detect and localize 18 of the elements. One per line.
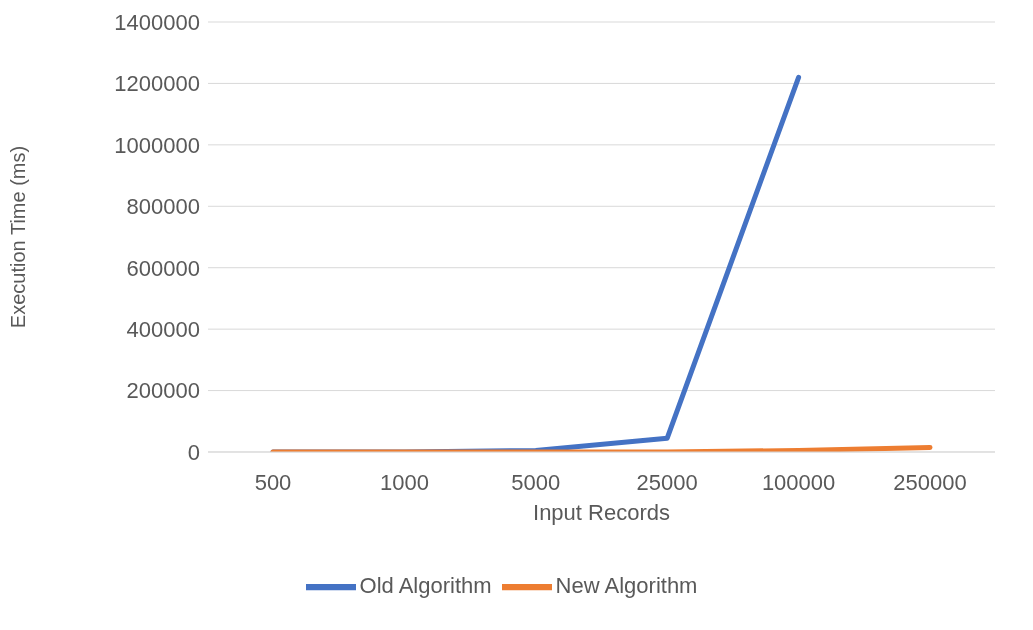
y-tick-label: 400000 [126, 316, 200, 342]
x-tick-label: 1000 [379, 469, 429, 495]
y-tick-label: 600000 [126, 255, 200, 281]
x-tick-label: 5000 [511, 469, 561, 495]
x-tick-label: 100000 [761, 469, 836, 495]
x-tick-label: 25000 [636, 469, 698, 495]
x-axis-title: Input Records [533, 500, 670, 525]
y-tick-label: 1400000 [114, 9, 200, 35]
y-tick-label: 1000000 [114, 132, 200, 158]
y-tick-label: 0 [187, 439, 200, 465]
x-tick-label: 500 [254, 469, 292, 495]
legend-label: Old Algorithm [359, 572, 492, 598]
y-tick-label: 800000 [126, 194, 200, 220]
x-tick-label: 250000 [893, 469, 967, 495]
y-tick-label: 200000 [126, 378, 200, 404]
y-axis-title: Execution Time (ms) [7, 145, 30, 329]
legend-label: New Algorithm [555, 572, 698, 598]
y-tick-label: 1200000 [114, 71, 200, 97]
